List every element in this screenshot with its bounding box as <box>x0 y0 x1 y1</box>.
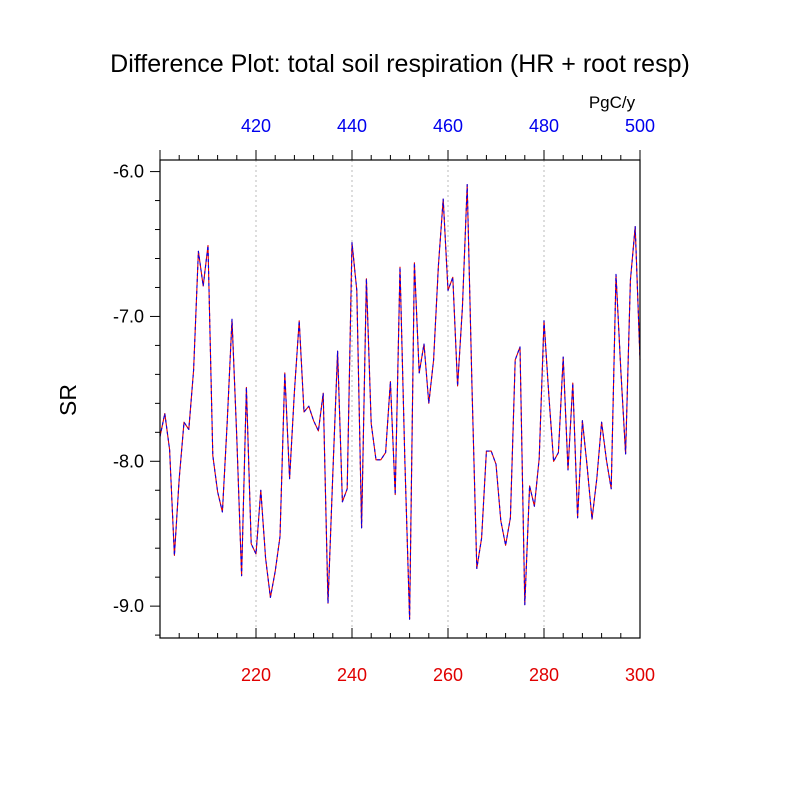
top-tick-label: 420 <box>241 116 271 136</box>
y-tick-label: -9.0 <box>113 596 144 616</box>
top-tick-label: 480 <box>529 116 559 136</box>
top-axis-units: PgC/y <box>589 93 636 112</box>
top-tick-label: 460 <box>433 116 463 136</box>
bottom-tick-label: 300 <box>625 665 655 685</box>
top-tick-label: 440 <box>337 116 367 136</box>
bottom-tick-label: 220 <box>241 665 271 685</box>
y-tick-label: -8.0 <box>113 451 144 471</box>
bottom-tick-label: 240 <box>337 665 367 685</box>
gridlines <box>255 160 545 638</box>
data-series <box>159 184 641 620</box>
bottom-tick-label: 280 <box>529 665 559 685</box>
y-tick-label: -6.0 <box>113 162 144 182</box>
top-tick-label: 500 <box>625 116 655 136</box>
tick-labels: 220 240 260 280 300 420 440 460 480 500 -6.0 -7.0 -8… <box>113 116 655 685</box>
chart-title: Difference Plot: total soil respiration … <box>110 50 690 78</box>
bottom-tick-label: 260 <box>433 665 463 685</box>
y-axis-label: SR <box>55 384 81 416</box>
y-tick-label: -7.0 <box>113 306 144 326</box>
series-line-red <box>159 184 641 620</box>
series-line-blue <box>159 184 641 620</box>
axis-ticks <box>150 150 641 638</box>
plot-frame <box>159 159 641 639</box>
